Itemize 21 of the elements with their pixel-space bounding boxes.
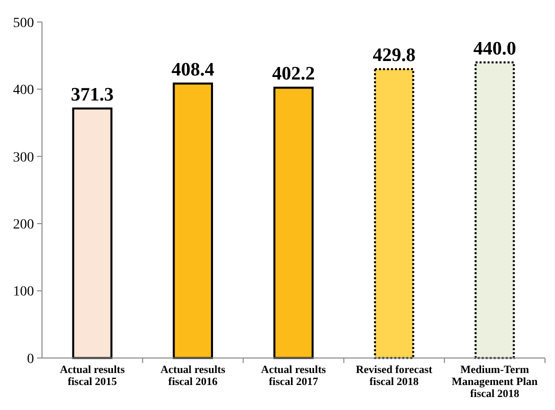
bar [474, 61, 515, 359]
x-tick-label: Actual results fiscal 2015 [60, 364, 126, 388]
y-tick-label: 300 [13, 150, 34, 166]
data-label: 402.2 [272, 64, 315, 85]
y-tick-label: 400 [13, 83, 34, 98]
y-tick-label: 100 [13, 284, 34, 300]
x-tick-label: Medium-Term Management Plan fiscal 2018 [452, 364, 538, 400]
x-tick-label: Actual results fiscal 2017 [261, 364, 327, 388]
y-tick-label: 0 [27, 352, 34, 367]
data-label: 440.0 [473, 38, 516, 60]
data-label: 429.8 [372, 45, 416, 66]
y-tick-label: 500 [13, 16, 34, 31]
bar [273, 86, 314, 359]
bar [172, 82, 214, 359]
y-tick-label: 200 [13, 218, 34, 232]
data-label: 408.4 [172, 60, 215, 81]
data-label: 371.3 [70, 84, 114, 106]
x-tick-label: Actual results fiscal 2016 [160, 364, 226, 388]
x-tick-label: Revised forecast fiscal 2018 [356, 364, 433, 388]
bar [374, 68, 414, 359]
bar [72, 107, 112, 359]
